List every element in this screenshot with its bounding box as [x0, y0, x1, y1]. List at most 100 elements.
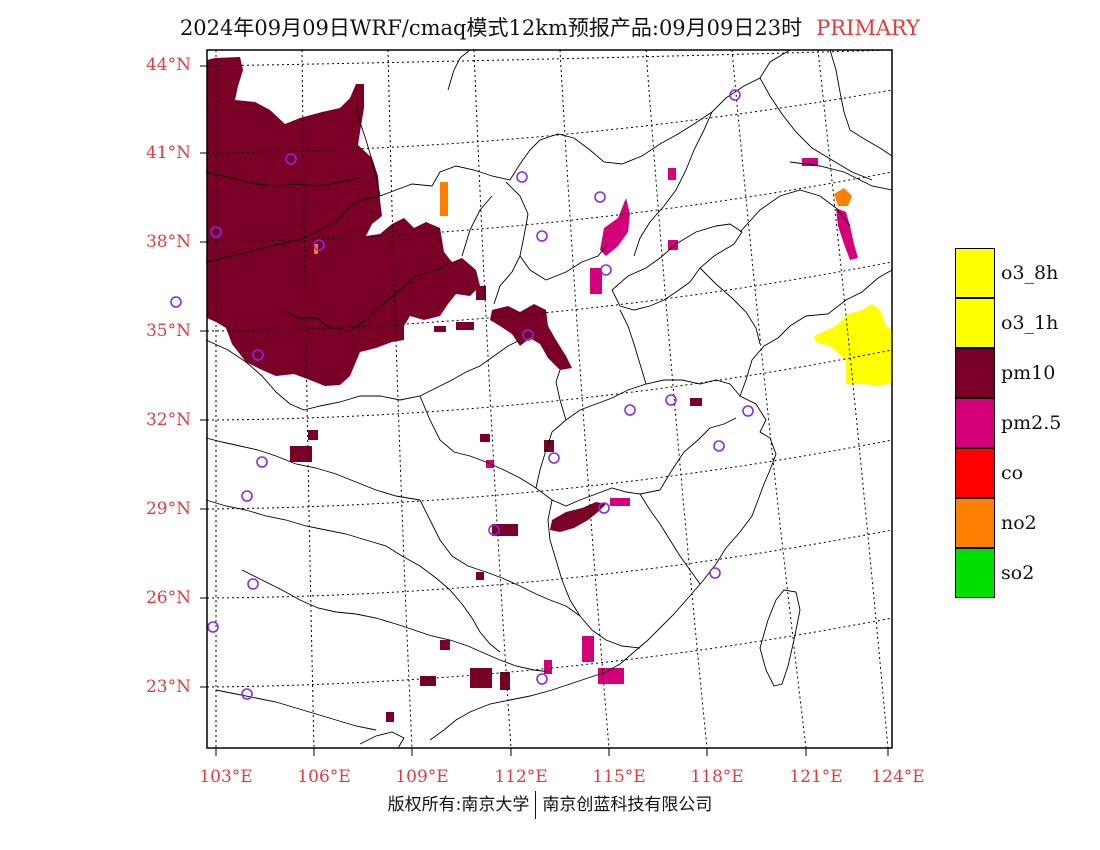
- pm10-patch: [544, 440, 554, 452]
- o3-field: [814, 304, 892, 386]
- station-marker: [241, 490, 253, 502]
- pm25-patch: [802, 158, 818, 166]
- station-marker: [600, 264, 612, 276]
- station-marker: [742, 405, 754, 417]
- pm10-field: [207, 57, 702, 722]
- station-marker: [624, 404, 636, 416]
- lat-label-35n: 35°N: [145, 321, 191, 341]
- legend-item-so2: so2: [955, 548, 1095, 598]
- lon-label-109e: 109°E: [395, 767, 449, 787]
- title-tag: PRIMARY: [816, 16, 921, 40]
- pm25-patch: [582, 636, 594, 662]
- station-marker: [170, 296, 182, 308]
- lon-label-121e: 121°E: [789, 767, 843, 787]
- pm10-patch: [420, 676, 436, 686]
- pm10-patch: [690, 398, 702, 406]
- station-marker: [598, 502, 610, 514]
- map-frame: [206, 49, 893, 749]
- legend-item-o3-1h: o3_1h: [955, 298, 1095, 348]
- station-marker: [256, 456, 268, 468]
- bohai-coast: [611, 223, 743, 311]
- lat-label-44n: 44°N: [145, 55, 191, 75]
- pm10-patch: [470, 668, 492, 688]
- station-marker: [516, 171, 528, 183]
- station-marker: [285, 153, 297, 165]
- legend-label: pm10: [1001, 362, 1056, 384]
- coastline: [429, 269, 893, 741]
- legend-label: pm2.5: [1001, 412, 1062, 434]
- legend-item-co: co: [955, 448, 1095, 498]
- no2-patch: [834, 188, 852, 206]
- legend-swatch: [955, 298, 995, 348]
- pm25-patch: [610, 498, 630, 506]
- legend-label: co: [1001, 462, 1024, 484]
- lat-label-32n: 32°N: [145, 410, 191, 430]
- footer-separator: [535, 791, 537, 819]
- copyright-right: 南京创蓝科技有限公司: [542, 795, 713, 815]
- pm25-northeast-coast: [836, 208, 858, 260]
- station-marker: [247, 578, 259, 590]
- pm25-field: [486, 158, 858, 684]
- station-marker: [594, 191, 606, 203]
- copyright-footer: 版权所有:南京大学 南京创蓝科技有限公司: [0, 790, 1100, 819]
- station-marker: [548, 452, 560, 464]
- copyright-left: 版权所有:南京大学: [387, 795, 530, 815]
- pm10-patch: [290, 446, 312, 462]
- title-main: 2024年09月09日WRF/cmaq模式12km预报产品:09月09日23时: [179, 16, 803, 40]
- legend-label: so2: [1001, 562, 1035, 584]
- legend-swatch: [955, 348, 995, 398]
- o3-sea-region: [814, 304, 892, 386]
- legend-item-pm25: pm2.5: [955, 398, 1095, 448]
- legend: o3_8h o3_1h pm10 pm2.5 co no2 so2: [955, 248, 1095, 598]
- lon-label-106e: 106°E: [297, 767, 351, 787]
- station-marker: [210, 226, 222, 238]
- lon-label-103e: 103°E: [199, 767, 253, 787]
- pm10-patch: [308, 430, 318, 440]
- lon-label-112e: 112°E: [494, 767, 548, 787]
- station-marker: [488, 524, 500, 536]
- pm25-patch: [598, 668, 624, 684]
- legend-swatch: [955, 398, 995, 448]
- pm10-henan-band: [490, 304, 572, 370]
- lat-label-41n: 41°N: [145, 143, 191, 163]
- pm25-patch: [668, 168, 676, 180]
- lon-label-118e: 118°E: [690, 767, 744, 787]
- pm10-northwest-region: [207, 57, 480, 386]
- map-title: 2024年09月09日WRF/cmaq模式12km预报产品:09月09日23时 P…: [0, 12, 1100, 42]
- boundaries: [205, 49, 893, 749]
- axis-ticks: [200, 65, 889, 756]
- no2-patch: [440, 182, 448, 216]
- station-marker: [665, 394, 677, 406]
- station-marker: [241, 688, 253, 700]
- lat-label-26n: 26°N: [145, 588, 191, 608]
- pm10-patch: [434, 326, 446, 332]
- pm10-central-band: [550, 502, 606, 532]
- legend-label: o3_8h: [1001, 262, 1059, 284]
- legend-item-pm10: pm10: [955, 348, 1095, 398]
- pm10-patch: [456, 322, 474, 330]
- station-marker: [522, 329, 534, 341]
- lat-label-38n: 38°N: [145, 232, 191, 252]
- pm10-patch: [412, 228, 426, 238]
- pm10-patch: [480, 434, 490, 442]
- taiwan: [759, 589, 801, 687]
- lon-label-115e: 115°E: [592, 767, 646, 787]
- legend-item-no2: no2: [955, 498, 1095, 548]
- pm10-patch: [500, 672, 510, 690]
- pm10-patch: [476, 572, 484, 580]
- station-marker: [207, 621, 219, 633]
- lat-label-23n: 23°N: [145, 677, 191, 697]
- legend-label: o3_1h: [1001, 312, 1059, 334]
- legend-swatch: [955, 448, 995, 498]
- legend-label: no2: [1001, 512, 1037, 534]
- legend-swatch: [955, 248, 995, 298]
- station-marker: [713, 440, 725, 452]
- pm25-north-band: [600, 198, 630, 256]
- province-borders: [205, 49, 893, 731]
- korea-border: [789, 161, 893, 191]
- legend-swatch: [955, 498, 995, 548]
- pm25-patch: [544, 660, 552, 674]
- pm10-patch: [386, 712, 394, 722]
